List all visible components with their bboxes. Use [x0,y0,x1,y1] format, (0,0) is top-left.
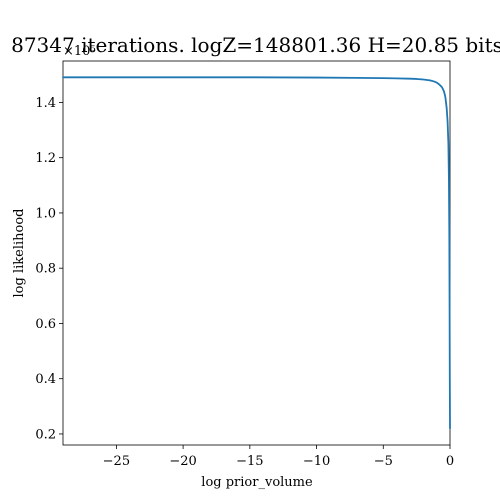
chart-title: 87347 iterations. logZ=148801.36 H=20.85… [11,33,500,57]
x-axis-ticks: −25 −20 −15 −10 −5 0 [103,445,454,469]
x-tick-label: −5 [374,454,393,469]
y-tick-label: 1.0 [35,206,56,221]
y-tick-label: 0.4 [35,372,56,387]
series-line [62,76,451,430]
x-tick-label: −20 [169,454,196,469]
y-axis-label: log likelihood [12,209,27,298]
y-tick-label: 0.8 [35,262,56,277]
x-tick-label: −15 [236,454,263,469]
y-offset-label: ×10⁵ [63,44,96,59]
y-axis-ticks: 0.2 0.4 0.6 0.8 1.0 1.2 1.4 [35,96,63,442]
y-tick-label: 1.4 [35,96,56,111]
series-layer [62,76,451,430]
x-tick-label: −10 [303,454,330,469]
x-axis-label: log prior_volume [201,475,313,490]
y-tick-label: 1.2 [35,151,56,166]
x-tick-label: 0 [446,454,454,469]
y-tick-label: 0.2 [35,427,56,442]
y-tick-label: 0.6 [35,317,56,332]
x-tick-label: −25 [103,454,130,469]
